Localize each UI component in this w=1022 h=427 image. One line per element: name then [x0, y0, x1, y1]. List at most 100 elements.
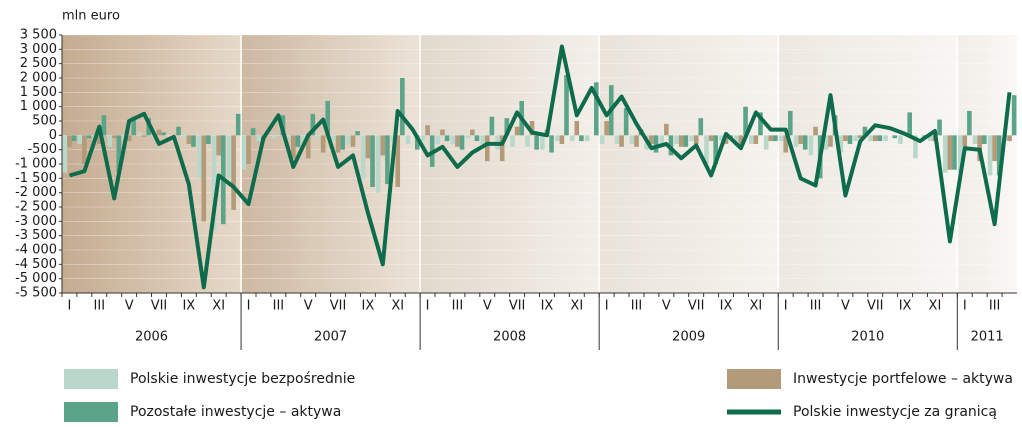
- legend-swatch: [727, 369, 781, 389]
- y-tick-label: -2 500: [15, 200, 57, 215]
- x-tick-label: V: [662, 299, 671, 314]
- legend: Polskie inwestycje bezpośrednie Inwestycj…: [64, 369, 1013, 422]
- bar: [310, 113, 316, 136]
- x-tick-label: XI: [929, 299, 942, 314]
- bar: [898, 135, 903, 144]
- bar: [992, 135, 997, 162]
- year-label: 2007: [314, 330, 347, 345]
- bar: [286, 135, 291, 139]
- bar: [71, 135, 77, 142]
- bar: [659, 135, 665, 147]
- bar: [77, 135, 83, 144]
- legend-swatch: [64, 402, 118, 422]
- bar: [186, 135, 192, 144]
- bar: [793, 135, 799, 147]
- bar: [380, 135, 386, 156]
- bar: [340, 135, 345, 150]
- bar: [872, 135, 878, 142]
- x-tick-label: VII: [151, 299, 168, 314]
- bar: [235, 113, 241, 136]
- bar: [698, 118, 704, 136]
- bar: [540, 135, 545, 150]
- bar: [967, 110, 972, 136]
- bar: [683, 135, 689, 147]
- bar: [231, 135, 236, 210]
- x-tick-label: III: [273, 299, 285, 314]
- bar: [450, 135, 456, 144]
- bar: [843, 135, 848, 142]
- bar: [634, 135, 639, 147]
- bar: [161, 132, 166, 136]
- bar: [176, 126, 181, 136]
- y-tick-label: -4 500: [15, 257, 57, 272]
- y-tick-label: 500: [32, 114, 57, 129]
- bar: [529, 121, 535, 136]
- line: [68, 44, 1012, 290]
- x-tick-label: IX: [182, 299, 195, 314]
- bar: [191, 135, 196, 147]
- y-axis-label: mln euro: [62, 9, 120, 24]
- bar: [783, 135, 789, 153]
- bar: [290, 135, 296, 159]
- bar: [962, 135, 968, 147]
- x-tick-label: I: [426, 299, 430, 314]
- x-tick-label: IX: [541, 299, 554, 314]
- bar: [534, 135, 539, 150]
- bar: [928, 135, 933, 142]
- bar: [241, 135, 247, 170]
- bar: [440, 129, 445, 136]
- bar: [619, 135, 624, 147]
- y-tick-label: -1 500: [15, 171, 57, 186]
- y-tick-label: -2 000: [15, 185, 57, 200]
- bar: [514, 126, 520, 136]
- bar: [883, 135, 888, 142]
- x-tick-label: XI: [749, 299, 762, 314]
- bar: [913, 135, 918, 159]
- bar: [400, 78, 405, 136]
- bar: [86, 135, 92, 139]
- x-tick-label: V: [304, 299, 313, 314]
- x-tick-label: XI: [212, 299, 225, 314]
- x-tick-label: V: [841, 299, 850, 314]
- bar: [778, 135, 784, 142]
- bar: [614, 135, 620, 144]
- x-tick-label: I: [247, 299, 251, 314]
- bar: [623, 108, 629, 136]
- bar: [489, 116, 495, 136]
- bar: [768, 135, 774, 142]
- bar: [847, 135, 853, 144]
- bar: [674, 135, 679, 144]
- legend-label: Polskie inwestycje bezpośrednie: [130, 371, 355, 387]
- bar: [574, 121, 580, 136]
- bar: [226, 135, 232, 179]
- y-tick-label: 2 000: [20, 71, 57, 86]
- bar: [465, 135, 471, 139]
- x-tick-label: I: [605, 299, 609, 314]
- bar: [1007, 135, 1012, 142]
- bar: [131, 116, 137, 136]
- legend-label: Pozostałe inwestycje – aktywa: [130, 404, 341, 420]
- bar: [97, 135, 102, 144]
- bar: [743, 106, 748, 136]
- bar: [181, 135, 187, 139]
- x-tick-label: V: [483, 299, 492, 314]
- bar: [201, 135, 207, 222]
- year-label: 2009: [672, 330, 705, 345]
- bar: [216, 135, 221, 156]
- legend-label: Polskie inwestycje za granicą: [793, 404, 997, 420]
- bar: [111, 135, 117, 139]
- x-tick-label: III: [810, 299, 822, 314]
- y-tick-label: -500: [27, 142, 57, 157]
- bar: [892, 135, 898, 139]
- bar: [365, 135, 371, 159]
- bar: [788, 110, 793, 136]
- bar: [738, 135, 744, 147]
- bar: [474, 135, 480, 142]
- y-tick-label: -1 000: [15, 157, 57, 172]
- bar: [704, 135, 709, 164]
- bar: [67, 135, 72, 147]
- bar: [981, 135, 987, 144]
- bar: [360, 135, 366, 179]
- bar: [350, 135, 356, 147]
